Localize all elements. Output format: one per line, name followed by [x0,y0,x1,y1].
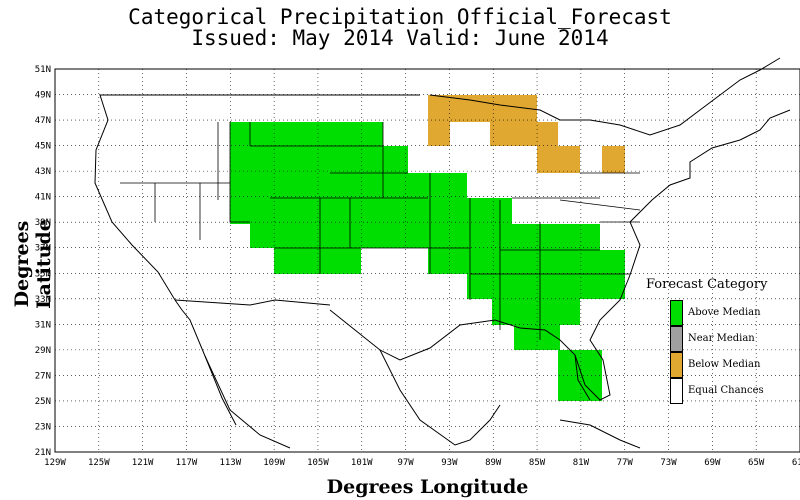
map-subtitle: Issued: May 2014 Valid: June 2014 [191,26,609,50]
longitude-tick-label: 89W [485,458,502,468]
longitude-tick-label: 105W [307,458,329,468]
legend-swatch-below [670,352,683,378]
longitude-tick-label: 117W [176,458,198,468]
latitude-tick-label: 27N [35,371,51,381]
above-median-regions [230,122,625,401]
state-borders [120,122,641,340]
longitude-tick-label: 73W [660,458,677,468]
legend-title: Forecast Category [646,277,768,292]
latitude-tick-label: 21N [35,448,51,458]
y-axis-label: Degrees Latitude [11,219,55,309]
map-title: Categorical Precipitation Official_Forec… [128,5,672,29]
latitude-tick-label: 29N [35,346,51,356]
plot-frame [54,68,800,453]
longitude-tick-label: 97W [397,458,414,468]
latitude-tick-label: 25N [35,397,51,407]
longitude-tick-label: 129W [44,458,66,468]
longitude-tick-label: 65W [748,458,765,468]
legend-item-near-median: Near Median [670,326,800,352]
longitude-tick-label: 93W [441,458,458,468]
latitude-tick-labels: 21N 23N 25N 27N 29N 31N 33N 35N 37N 39N 41N 43N 45N 4… [35,65,51,458]
longitude-tick-label: 101W [351,458,373,468]
latitude-tick-label: 41N [35,193,51,203]
longitude-tick-label: 121W [132,458,154,468]
longitude-tick-label: 85W [529,458,546,468]
legend-item-below-median: Below Median [670,352,800,378]
latitude-tick-label: 43N [35,167,51,177]
latitude-tick-label: 49N [35,91,51,101]
longitude-tick-label: 77W [617,458,634,468]
longitude-tick-label: 125W [88,458,110,468]
x-axis-label: Degrees Longitude [326,476,529,498]
longitude-tick-label: 69W [704,458,721,468]
legend-item-equal-chances: Equal Chances [670,378,800,404]
longitude-tick-label: 81W [573,458,590,468]
longitude-tick-label: 61W [792,458,800,468]
latitude-tick-label: 35N [35,269,51,279]
legend-item-above-median: Above Median [670,300,800,326]
latitude-tick-label: 33N [35,295,51,305]
latitude-tick-label: 45N [35,142,51,152]
latitude-tick-label: 47N [35,116,51,126]
legend-swatch-equal [670,378,683,404]
legend-label-above: Above Median [688,307,761,318]
latitude-tick-label: 37N [35,244,51,254]
longitude-tick-labels: 129W 125W 121W 117W 113W 109W 105W 101W 97W 93W 89… [44,458,800,468]
latitude-tick-label: 39N [35,218,51,228]
latitude-tick-label: 23N [35,422,51,432]
longitude-tick-label: 113W [219,458,241,468]
longitude-tick-label: 109W [263,458,285,468]
below-median-regions [428,95,625,173]
latitude-tick-label: 51N [35,65,51,75]
legend-swatch-near [670,326,683,352]
coastline-and-borders [94,57,791,449]
latitude-tick-label: 31N [35,320,51,330]
legend-label-below: Below Median [688,359,761,370]
legend-label-equal: Equal Chances [688,385,764,396]
legend-swatch-above [670,300,683,326]
legend-label-near: Near Median [688,333,755,344]
